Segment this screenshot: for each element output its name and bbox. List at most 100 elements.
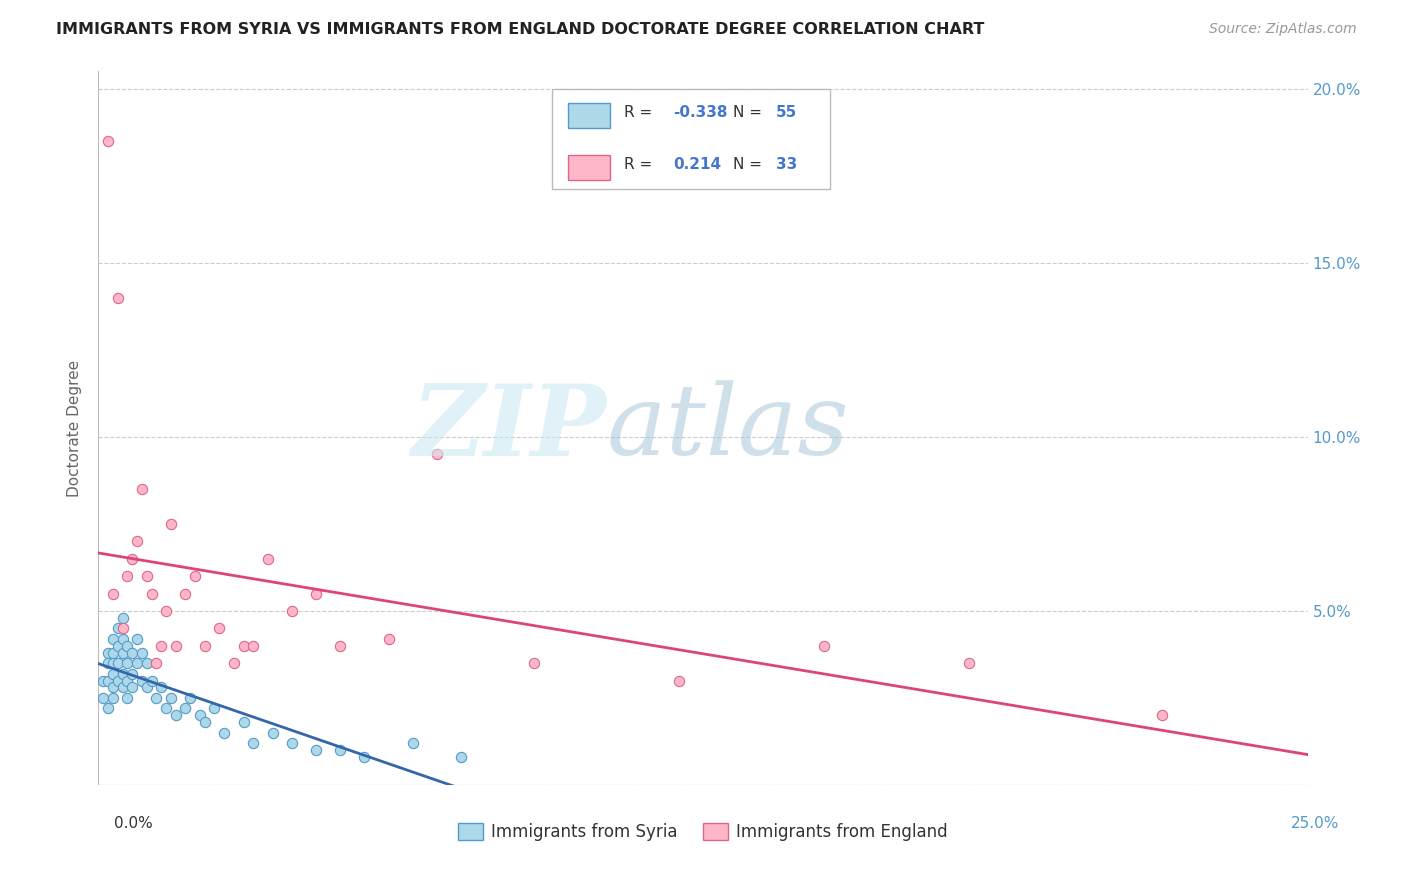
Point: [101, 690, 124, 705]
Text: N =: N =: [734, 157, 768, 171]
Point: [131, 482, 153, 496]
Point: [329, 639, 352, 653]
Point: [135, 681, 157, 695]
Point: [97, 673, 120, 688]
Text: 0.214: 0.214: [672, 157, 721, 171]
Point: [91, 673, 114, 688]
Text: R =: R =: [624, 105, 658, 120]
Point: [174, 701, 197, 715]
Point: [111, 681, 134, 695]
Point: [329, 743, 352, 757]
Point: [111, 611, 134, 625]
Point: [111, 621, 134, 635]
Point: [204, 701, 226, 715]
Text: 25.0%: 25.0%: [1291, 816, 1339, 831]
Point: [107, 291, 129, 305]
FancyBboxPatch shape: [568, 155, 610, 180]
Point: [305, 743, 328, 757]
Point: [402, 736, 425, 750]
Y-axis label: Doctorate Degree: Doctorate Degree: [67, 359, 83, 497]
Text: 55: 55: [776, 105, 797, 120]
Point: [160, 690, 183, 705]
Point: [150, 681, 173, 695]
Point: [107, 656, 129, 670]
Point: [377, 632, 399, 646]
Text: ZIP: ZIP: [412, 380, 606, 476]
Point: [111, 632, 134, 646]
Text: atlas: atlas: [606, 381, 849, 475]
Point: [426, 447, 449, 461]
Text: IMMIGRANTS FROM SYRIA VS IMMIGRANTS FROM ENGLAND DOCTORATE DEGREE CORRELATION CH: IMMIGRANTS FROM SYRIA VS IMMIGRANTS FROM…: [56, 22, 984, 37]
Point: [174, 586, 197, 600]
Text: Source: ZipAtlas.com: Source: ZipAtlas.com: [1209, 22, 1357, 37]
Point: [117, 656, 139, 670]
Text: -0.338: -0.338: [672, 105, 727, 120]
Point: [188, 708, 211, 723]
Point: [135, 569, 157, 583]
Point: [127, 632, 149, 646]
Point: [212, 725, 235, 739]
Point: [121, 666, 143, 681]
Point: [121, 681, 143, 695]
Point: [523, 656, 546, 670]
Point: [305, 586, 328, 600]
Point: [107, 621, 129, 635]
Text: 33: 33: [776, 157, 797, 171]
Point: [242, 639, 264, 653]
Legend: Immigrants from Syria, Immigrants from England: Immigrants from Syria, Immigrants from E…: [451, 816, 955, 848]
Point: [117, 690, 139, 705]
Point: [101, 632, 124, 646]
Point: [1152, 708, 1174, 723]
Point: [262, 725, 284, 739]
Point: [668, 673, 690, 688]
Point: [101, 586, 124, 600]
Point: [242, 736, 264, 750]
Point: [165, 639, 187, 653]
Point: [135, 656, 157, 670]
Point: [121, 551, 143, 566]
Point: [450, 750, 472, 764]
Point: [117, 673, 139, 688]
Point: [97, 656, 120, 670]
Point: [281, 604, 304, 618]
FancyBboxPatch shape: [568, 103, 610, 128]
Point: [145, 690, 167, 705]
Point: [101, 681, 124, 695]
Point: [101, 656, 124, 670]
Point: [160, 516, 183, 531]
Text: N =: N =: [734, 105, 768, 120]
Point: [155, 701, 177, 715]
Point: [107, 673, 129, 688]
Point: [121, 646, 143, 660]
Point: [957, 656, 980, 670]
Point: [813, 639, 835, 653]
Point: [127, 656, 149, 670]
Point: [353, 750, 375, 764]
Point: [194, 639, 217, 653]
Point: [117, 639, 139, 653]
Point: [127, 534, 149, 549]
Point: [165, 708, 187, 723]
Point: [222, 656, 245, 670]
Point: [256, 551, 278, 566]
Point: [131, 646, 153, 660]
Point: [111, 666, 134, 681]
Point: [91, 690, 114, 705]
Point: [281, 736, 304, 750]
Point: [97, 134, 120, 148]
Point: [141, 586, 163, 600]
Point: [150, 639, 173, 653]
Point: [141, 673, 163, 688]
Point: [97, 701, 120, 715]
Point: [101, 666, 124, 681]
Text: 0.0%: 0.0%: [114, 816, 153, 831]
Point: [232, 715, 254, 730]
Point: [145, 656, 167, 670]
Point: [155, 604, 177, 618]
Point: [232, 639, 254, 653]
Point: [131, 673, 153, 688]
Point: [179, 690, 201, 705]
Text: R =: R =: [624, 157, 658, 171]
Point: [107, 639, 129, 653]
Point: [117, 569, 139, 583]
